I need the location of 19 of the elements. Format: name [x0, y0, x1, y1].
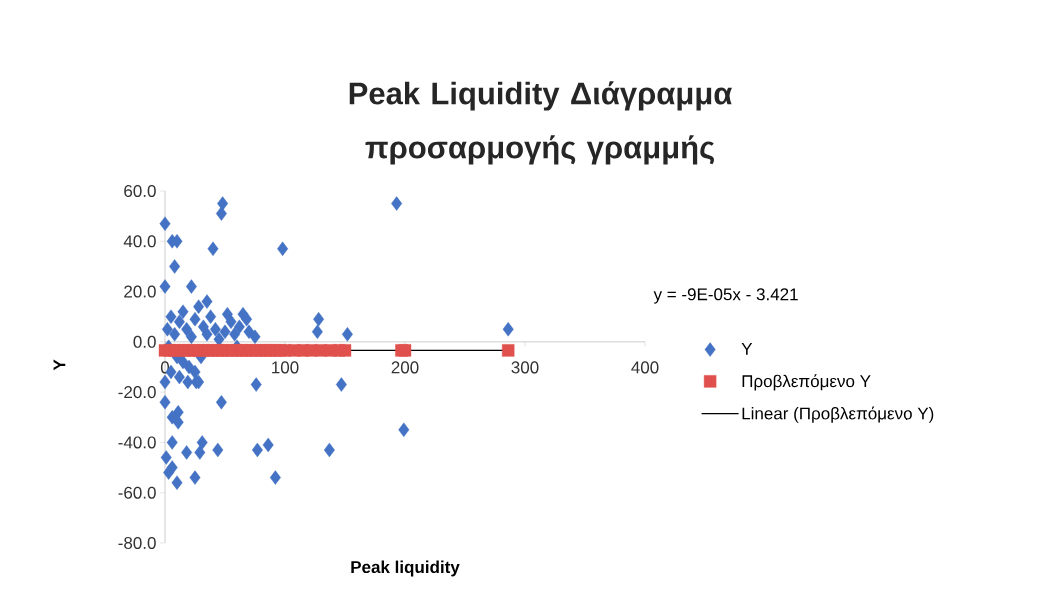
chart-title: Peak Liquidity Διάγραμμα προσαρμογής γραμμής: [349, 81, 733, 165]
legend-label: Y: [741, 343, 753, 355]
x-axis-title: Peak liquidity: [351, 560, 460, 577]
legend-label: Linear (Προβλεπόμενο Y): [742, 406, 934, 423]
x-tick-label: 200: [391, 361, 419, 374]
y-tick-label: 60.0: [124, 184, 156, 197]
y-tick-label: 40.0: [123, 235, 156, 248]
x-tick-label: 100: [272, 361, 299, 374]
text: y = -9E-05x - 3.421: [653, 288, 798, 304]
legend-label: Προβλεπόμενο Y: [742, 374, 871, 391]
y-tick-label: -40.0: [118, 436, 156, 449]
x-tick-label: 300: [511, 361, 539, 374]
y-tick-label: 0.0: [133, 335, 156, 348]
y-tick-label: -20.0: [118, 386, 156, 399]
y-axis-title: Y: [53, 359, 66, 371]
y-tick-label: -80.0: [118, 536, 156, 550]
y-tick-label: 20.0: [124, 285, 156, 298]
x-tick-label: 400: [631, 361, 659, 374]
y-tick-label: -60.0: [118, 486, 156, 499]
